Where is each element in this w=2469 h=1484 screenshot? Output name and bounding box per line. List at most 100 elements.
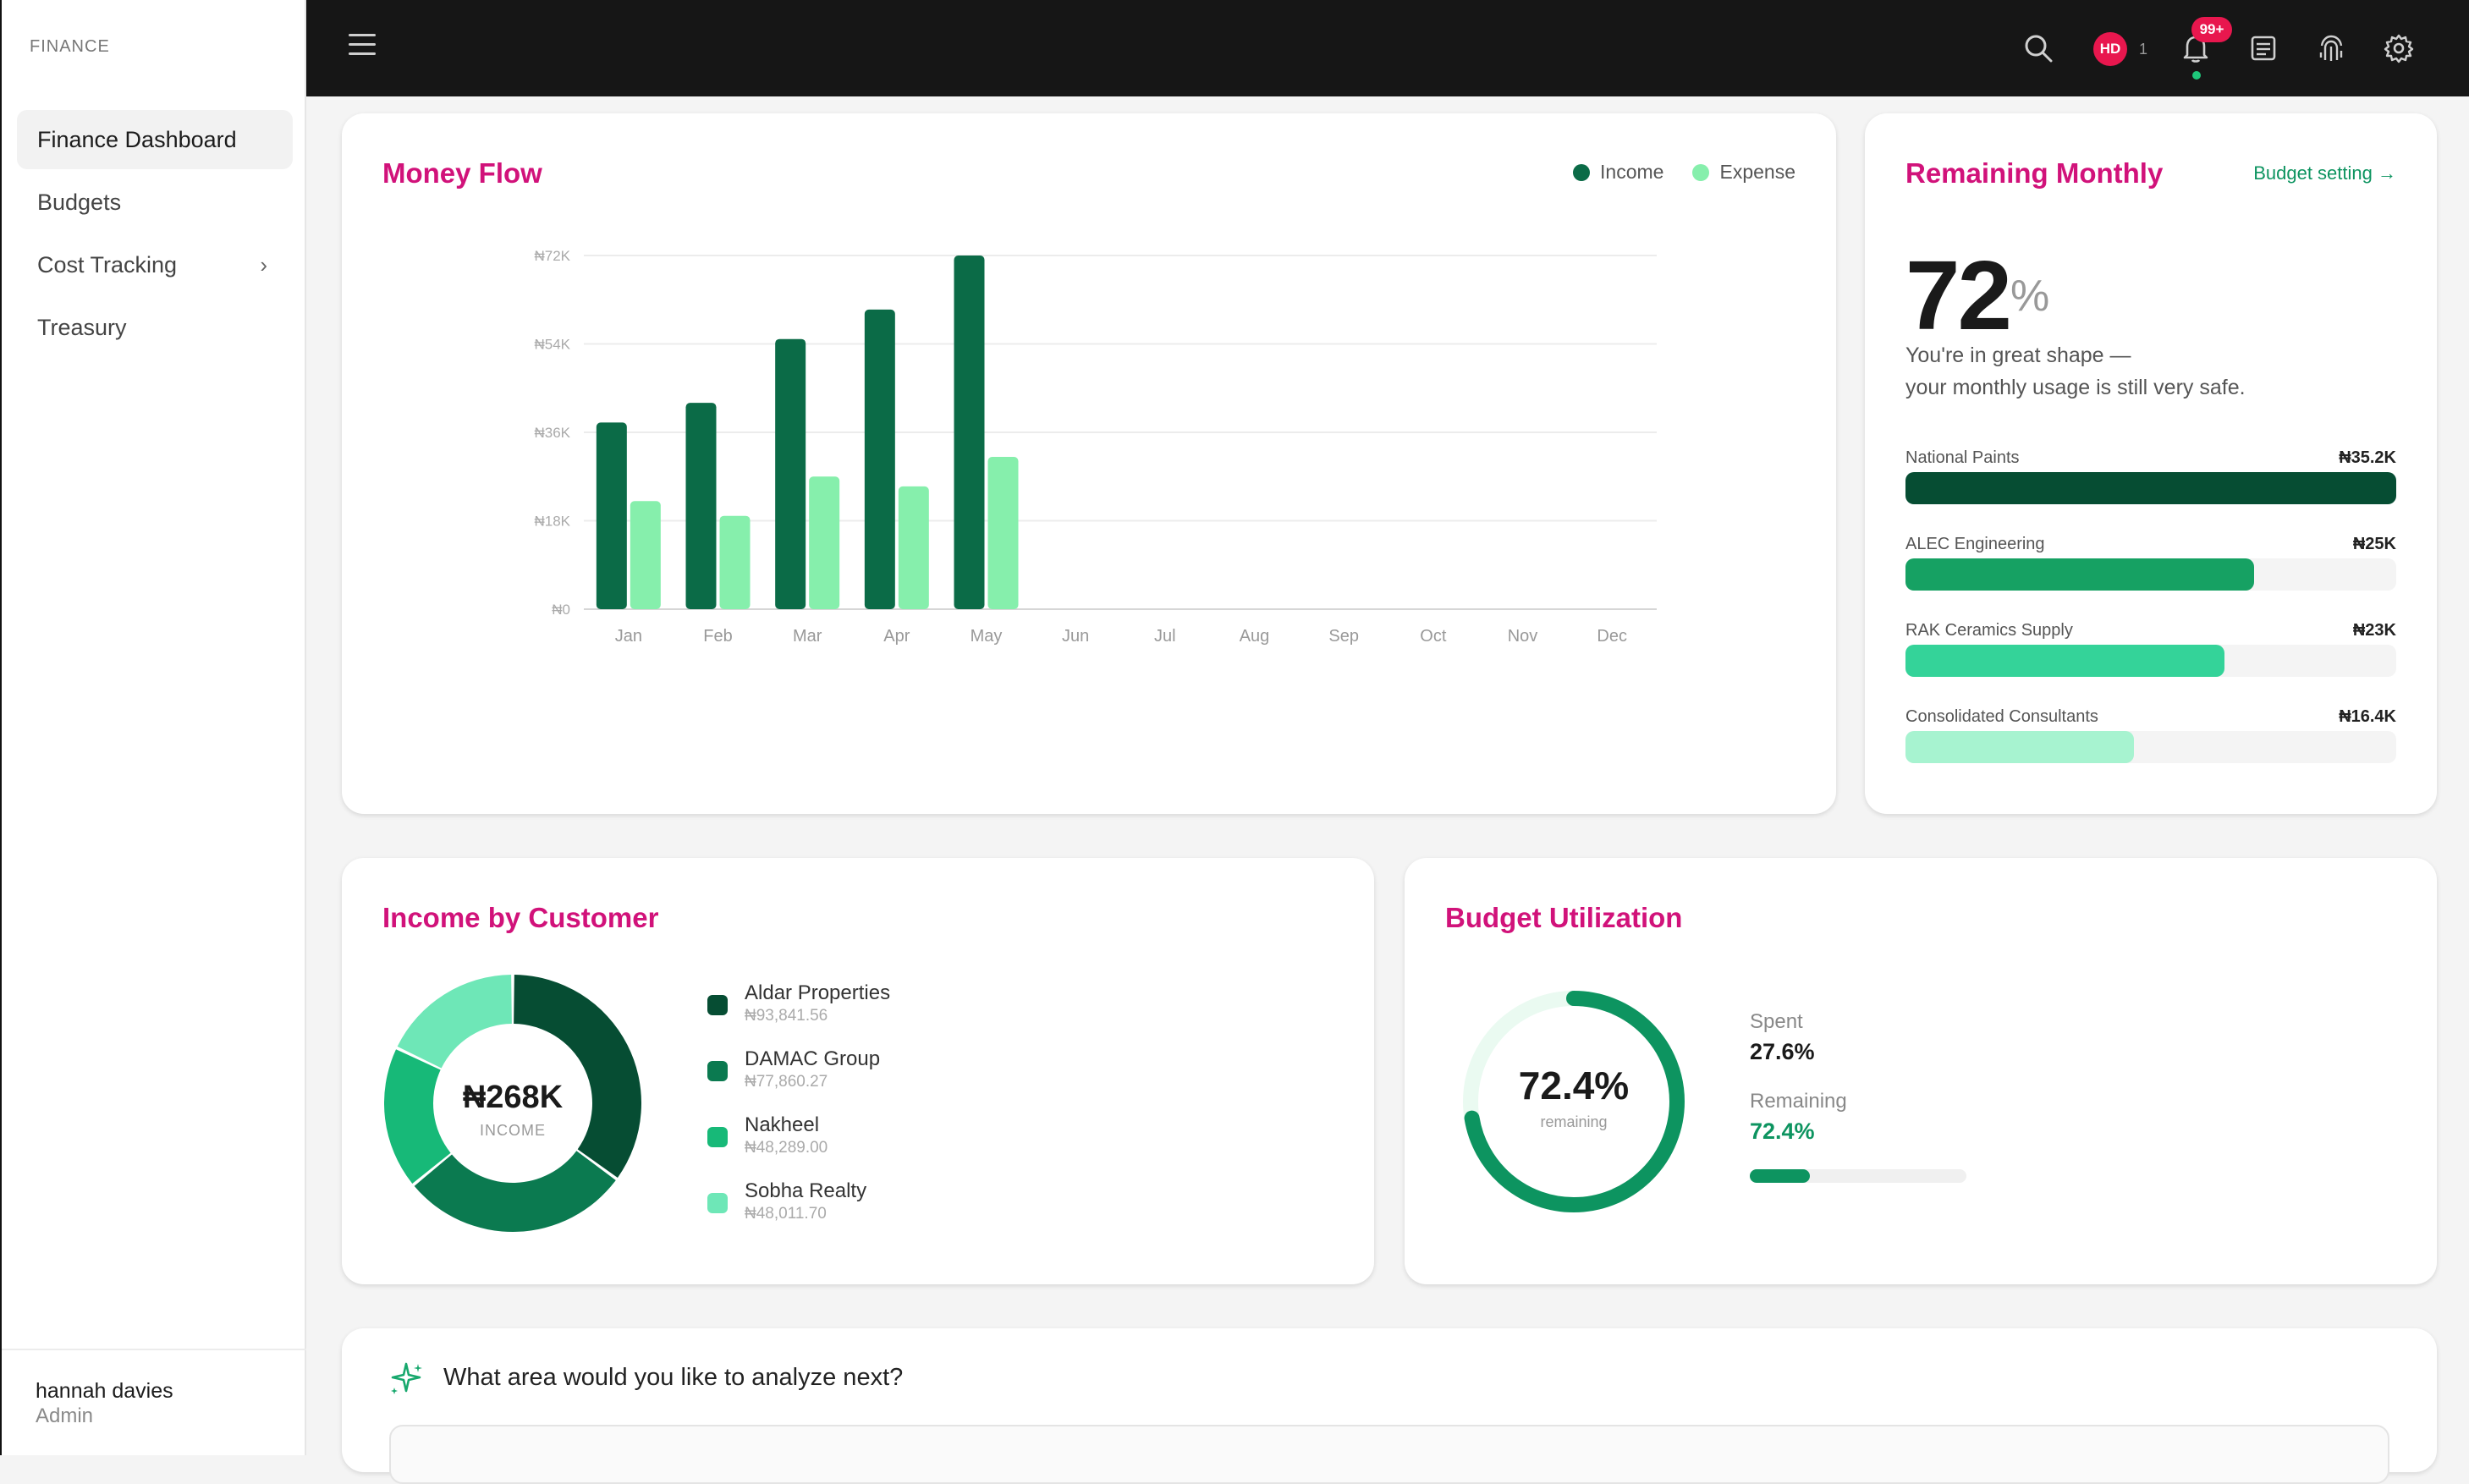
x-tick-label: Jan <box>615 627 642 646</box>
legend-label-expense: Expense <box>1719 161 1795 183</box>
avatar[interactable]: HD <box>2093 32 2127 66</box>
customer-name: Aldar Properties <box>745 981 891 1004</box>
donut-slice-damac-group[interactable] <box>414 1151 616 1232</box>
donut-slice-aldar-properties[interactable] <box>514 975 641 1178</box>
legend-swatch <box>707 1127 728 1147</box>
legend-swatch <box>707 1061 728 1081</box>
analyze-question: What area would you like to analyze next… <box>443 1364 904 1391</box>
customer-amount: ₦48,289.00 <box>745 1139 828 1157</box>
y-tick-label: ₦0 <box>552 602 570 618</box>
bar-income-jan[interactable] <box>596 422 627 609</box>
bar-expense-apr[interactable] <box>898 486 929 609</box>
bar-income-may[interactable] <box>954 256 985 609</box>
bar-income-apr[interactable] <box>864 309 895 609</box>
money-flow-title: Money Flow <box>382 157 542 189</box>
legend-swatch <box>707 1193 728 1213</box>
customer-name: DAMAC Group <box>745 1047 881 1070</box>
list-item[interactable]: Sobha Realty ₦48,011.70 <box>707 1178 890 1244</box>
chart-legend: Income Expense <box>1573 161 1795 184</box>
customer-amount: ₦77,860.27 <box>745 1073 828 1091</box>
customer-legend: Aldar Properties ₦93,841.56 DAMAC Group ₦7… <box>707 980 890 1244</box>
user-role: Admin <box>36 1404 94 1427</box>
x-tick-label: Aug <box>1240 627 1270 646</box>
budget-gauge-value: 72.4% <box>1518 1064 1630 1108</box>
income-total: ₦268K <box>462 1080 564 1115</box>
spent-value: 27.6% <box>1750 1039 1815 1064</box>
status-dot <box>2192 71 2201 80</box>
sidebar-item-label: Finance Dashboard <box>37 127 237 152</box>
income-total-label: INCOME <box>480 1122 546 1139</box>
sidebar-brand: FINANCE <box>30 37 110 56</box>
budget-gauge <box>1463 991 1685 1212</box>
vendor-value: ₦25K <box>2352 535 2396 553</box>
remaining-percent-sign: % <box>2010 272 2050 321</box>
customer-name: Nakheel <box>745 1113 820 1136</box>
legend-expense[interactable]: Expense <box>1692 161 1795 184</box>
customer-amount: ₦48,011.70 <box>745 1205 827 1223</box>
sidebar-item-label: Treasury <box>37 315 127 340</box>
sidebar-item-finance-dashboard[interactable]: Finance Dashboard <box>17 110 293 169</box>
vendor-track <box>1905 472 2396 504</box>
remaining-monthly-card: Remaining Monthly Budget setting → 72 % … <box>1865 113 2437 814</box>
income-by-customer-title: Income by Customer <box>382 902 659 933</box>
gear-icon[interactable] <box>2383 32 2415 64</box>
customer-name: Sobha Realty <box>745 1179 867 1202</box>
x-tick-label: Mar <box>793 627 822 646</box>
vendor-name: Consolidated Consultants <box>1905 707 2098 726</box>
menu-icon[interactable] <box>349 34 376 56</box>
top-bar: HD 1 99+ <box>306 0 2469 96</box>
remaining-percentage: 72 <box>1905 240 2012 350</box>
x-tick-label: Jul <box>1154 627 1176 646</box>
list-item[interactable]: DAMAC Group ₦77,860.27 <box>707 1046 890 1112</box>
remaining-message-line1: You're in great shape — <box>1905 344 2131 367</box>
remaining-label: Remaining <box>1750 1090 1847 1113</box>
sidebar-item-cost-tracking[interactable]: Cost Tracking › <box>17 235 293 294</box>
y-tick-label: ₦54K <box>534 337 570 353</box>
notification-badge: 99+ <box>2191 17 2232 42</box>
vendor-track <box>1905 645 2396 677</box>
vendor-fill <box>1905 472 2396 504</box>
search-icon[interactable] <box>2022 32 2054 64</box>
donut-slice-nakheel[interactable] <box>384 1049 451 1184</box>
sidebar: FINANCE Finance Dashboard Budgets Cost T… <box>0 0 306 1455</box>
y-tick-label: ₦72K <box>534 248 570 264</box>
sidebar-item-label: Budgets <box>37 190 122 215</box>
user-name: hannah davies <box>36 1379 173 1403</box>
bar-expense-may[interactable] <box>987 457 1019 609</box>
vendor-value: ₦35.2K <box>2339 448 2396 467</box>
money-flow-chart: ₦0 ₦18K ₦36K ₦54K ₦72K Jan Feb Mar Apr May Jun Jul A… <box>534 248 1657 646</box>
vendor-fill <box>1905 731 2134 763</box>
bar-expense-jan[interactable] <box>630 501 661 609</box>
document-icon[interactable] <box>2247 32 2279 64</box>
bar-income-feb[interactable] <box>685 403 717 609</box>
donut-slice-sobha-realty[interactable] <box>397 975 512 1069</box>
vendor-name: RAK Ceramics Supply <box>1905 621 2073 640</box>
legend-swatch-expense <box>1692 163 1710 181</box>
spent-label: Spent <box>1750 1010 1803 1033</box>
legend-income[interactable]: Income <box>1573 161 1663 184</box>
income-by-customer-card: Income by Customer ₦268K INCOME Aldar Pr… <box>342 858 1374 1284</box>
budget-setting-link[interactable]: Budget setting → <box>2253 162 2396 184</box>
vendor-fill <box>1905 645 2224 677</box>
bar-expense-mar[interactable] <box>809 476 840 609</box>
sidebar-item-treasury[interactable]: Treasury <box>17 298 293 357</box>
bar-income-mar[interactable] <box>775 338 806 609</box>
x-tick-label: Sep <box>1328 627 1359 646</box>
money-flow-card: Money Flow Income Expense ₦0 ₦18K ₦36K ₦54K… <box>342 113 1836 814</box>
fingerprint-icon[interactable] <box>2315 32 2347 64</box>
analyze-input[interactable] <box>389 1425 2389 1484</box>
bar-expense-feb[interactable] <box>719 515 751 609</box>
user-profile[interactable]: hannah davies Admin <box>2 1349 306 1455</box>
x-tick-label: Oct <box>1420 627 1447 646</box>
vendor-track <box>1905 558 2396 591</box>
vendor-name: ALEC Engineering <box>1905 535 2045 553</box>
list-item[interactable]: Nakheel ₦48,289.00 <box>707 1112 890 1178</box>
gauge-arc <box>1463 991 1685 1212</box>
list-item[interactable]: Aldar Properties ₦93,841.56 <box>707 980 890 1046</box>
sidebar-item-budgets[interactable]: Budgets <box>17 173 293 232</box>
income-donut-chart <box>384 975 641 1232</box>
spent-progress-fill <box>1750 1169 1810 1183</box>
y-tick-label: ₦36K <box>534 425 570 441</box>
x-tick-label: Dec <box>1597 627 1627 646</box>
spent-progress-track <box>1750 1169 1966 1183</box>
